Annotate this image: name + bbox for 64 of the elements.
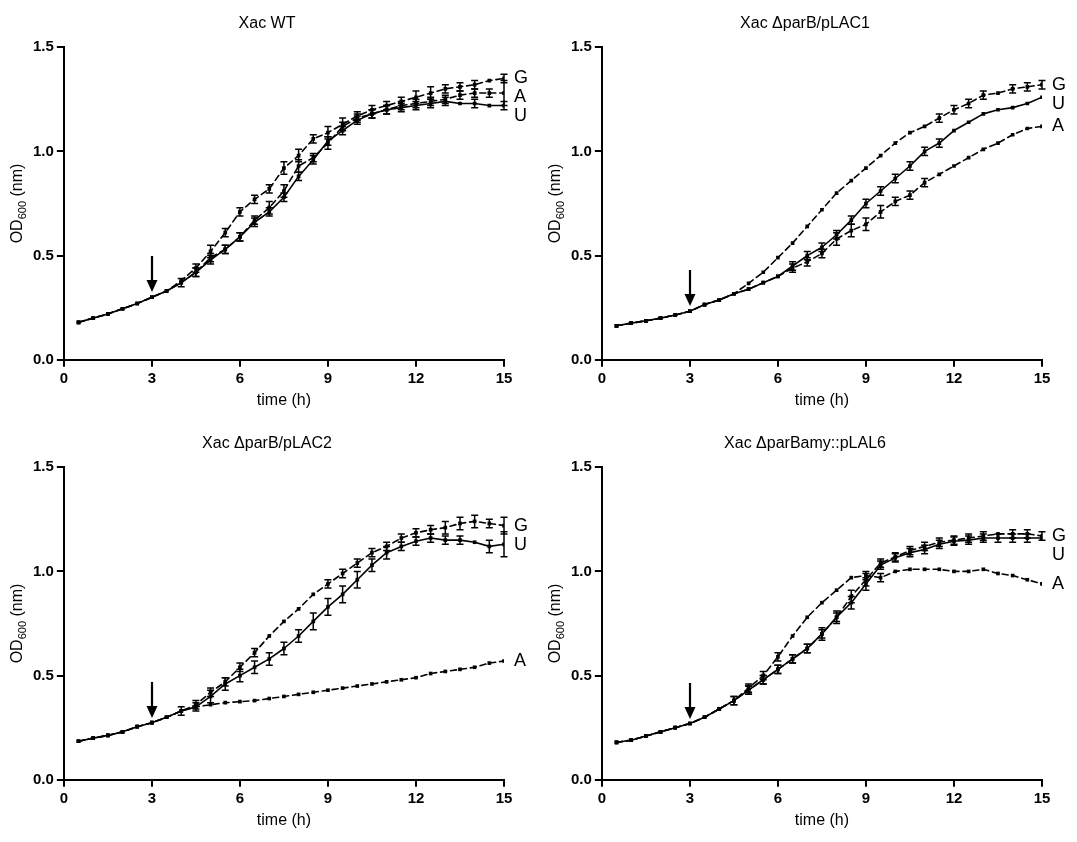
- x-tick-label: 12: [407, 368, 425, 386]
- y-tick-label: 1.0: [570, 561, 592, 579]
- x-tick-label: 12: [945, 788, 963, 806]
- x-tick-label: 15: [1033, 368, 1051, 386]
- y-tick-label: 1.5: [32, 37, 54, 55]
- x-tick-label: 3: [147, 788, 157, 806]
- x-axis-title: time (h): [794, 810, 850, 828]
- y-axis-title: OD600 (nm): [546, 163, 566, 244]
- x-axis-title: time (h): [794, 390, 850, 408]
- chart-title: Xac WT: [238, 14, 296, 32]
- chart-title: Xac ΔparBamy::pLAL6: [724, 434, 887, 452]
- x-tick-label: 12: [407, 788, 425, 806]
- y-tick-label: 1.0: [570, 141, 592, 159]
- y-tick-label: 1.5: [570, 37, 592, 55]
- y-tick-label: 0.5: [32, 245, 54, 263]
- y-tick-label: 0.5: [32, 665, 54, 683]
- y-tick-label: 1.0: [32, 141, 54, 159]
- x-tick-label: 12: [945, 368, 963, 386]
- series-label: U: [514, 105, 527, 126]
- chart-title: Xac ΔparB/pLAC2: [202, 434, 333, 452]
- y-tick-label: 0.5: [570, 665, 592, 683]
- x-axis-title: time (h): [256, 390, 312, 408]
- x-tick-label: 0: [597, 368, 607, 386]
- y-tick-label: 1.0: [32, 561, 54, 579]
- series-label: U: [1052, 543, 1065, 564]
- x-tick-label: 9: [323, 788, 333, 806]
- series-label: A: [514, 649, 527, 670]
- x-tick-label: 0: [597, 788, 607, 806]
- series-label: G: [514, 514, 529, 535]
- y-axis-title: OD600 (nm): [8, 163, 28, 244]
- series-label: G: [1052, 73, 1067, 94]
- x-axis-title: time (h): [256, 810, 312, 828]
- chart-title: Xac ΔparB/pLAC1: [740, 14, 871, 32]
- y-tick-label: 1.5: [32, 457, 54, 475]
- x-tick-label: 3: [147, 368, 157, 386]
- y-tick-label: 0.0: [570, 769, 592, 787]
- x-tick-label: 15: [495, 368, 513, 386]
- x-tick-label: 6: [235, 788, 245, 806]
- x-tick-label: 15: [495, 788, 513, 806]
- series-label: U: [514, 533, 527, 554]
- x-tick-label: 3: [685, 788, 695, 806]
- series-label: U: [1052, 92, 1065, 113]
- series-label: G: [514, 67, 529, 88]
- x-tick-label: 15: [1033, 788, 1051, 806]
- series-label: A: [1052, 115, 1065, 136]
- x-tick-label: 6: [235, 368, 245, 386]
- series-label: G: [1052, 524, 1067, 545]
- series-label: A: [514, 86, 527, 107]
- x-tick-label: 6: [773, 788, 783, 806]
- y-tick-label: 0.0: [32, 769, 54, 787]
- x-tick-label: 0: [59, 368, 69, 386]
- y-axis-title: OD600 (nm): [8, 583, 28, 664]
- x-tick-label: 6: [773, 368, 783, 386]
- y-axis-title: OD600 (nm): [546, 583, 566, 664]
- y-tick-label: 0.0: [32, 349, 54, 367]
- x-tick-label: 9: [861, 788, 871, 806]
- y-tick-label: 0.0: [570, 349, 592, 367]
- series-label: A: [1052, 572, 1065, 593]
- x-tick-label: 0: [59, 788, 69, 806]
- x-tick-label: 9: [861, 368, 871, 386]
- y-tick-label: 1.5: [570, 457, 592, 475]
- y-tick-label: 0.5: [570, 245, 592, 263]
- x-tick-label: 3: [685, 368, 695, 386]
- x-tick-label: 9: [323, 368, 333, 386]
